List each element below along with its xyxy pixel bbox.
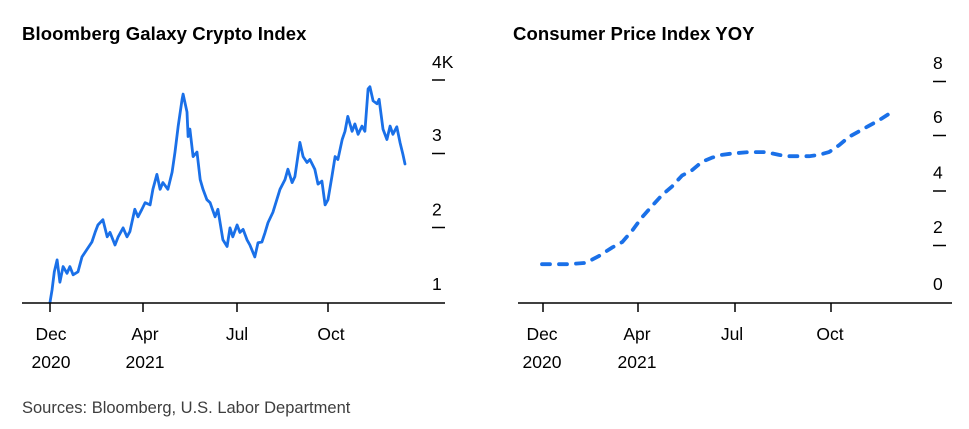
- cpi-y-label-0: 0: [933, 274, 943, 294]
- cpi-chart: 8 6 4 2 0 Dec 2020 Apr 2021 Jul Oct: [518, 53, 952, 372]
- cpi-chart-title: Consumer Price Index YOY: [513, 23, 755, 44]
- cpi-y-label-4: 4: [933, 163, 943, 183]
- cpi-x-label-jul: Jul: [721, 324, 743, 344]
- cpi-x-label-apr: Apr: [623, 324, 650, 344]
- crypto-y-label-3: 3: [432, 125, 442, 145]
- cpi-x-label-dec: Dec: [526, 324, 557, 344]
- cpi-series-line: [540, 110, 894, 267]
- crypto-chart: 4K 3 2 1 Dec 2020 Apr 2021 Jul Oct: [22, 52, 454, 372]
- crypto-x-label-2020: 2020: [32, 352, 71, 372]
- crypto-chart-title: Bloomberg Galaxy Crypto Index: [22, 23, 307, 44]
- crypto-x-label-apr: Apr: [131, 324, 158, 344]
- cpi-x-label-2020: 2020: [523, 352, 562, 372]
- cpi-x-label-oct: Oct: [816, 324, 843, 344]
- cpi-y-label-2: 2: [933, 217, 943, 237]
- crypto-y-label-1: 1: [432, 274, 442, 294]
- cpi-y-label-8: 8: [933, 53, 943, 73]
- crypto-x-label-dec: Dec: [35, 324, 66, 344]
- crypto-x-label-jul: Jul: [226, 324, 248, 344]
- crypto-x-label-2021: 2021: [126, 352, 165, 372]
- crypto-series-line: [48, 85, 407, 304]
- cpi-x-label-2021: 2021: [618, 352, 657, 372]
- sources-note: Sources: Bloomberg, U.S. Labor Departmen…: [22, 399, 351, 417]
- crypto-y-label-4k: 4K: [432, 52, 454, 72]
- cpi-y-label-6: 6: [933, 107, 943, 127]
- crypto-x-label-oct: Oct: [317, 324, 344, 344]
- crypto-y-label-2: 2: [432, 200, 442, 220]
